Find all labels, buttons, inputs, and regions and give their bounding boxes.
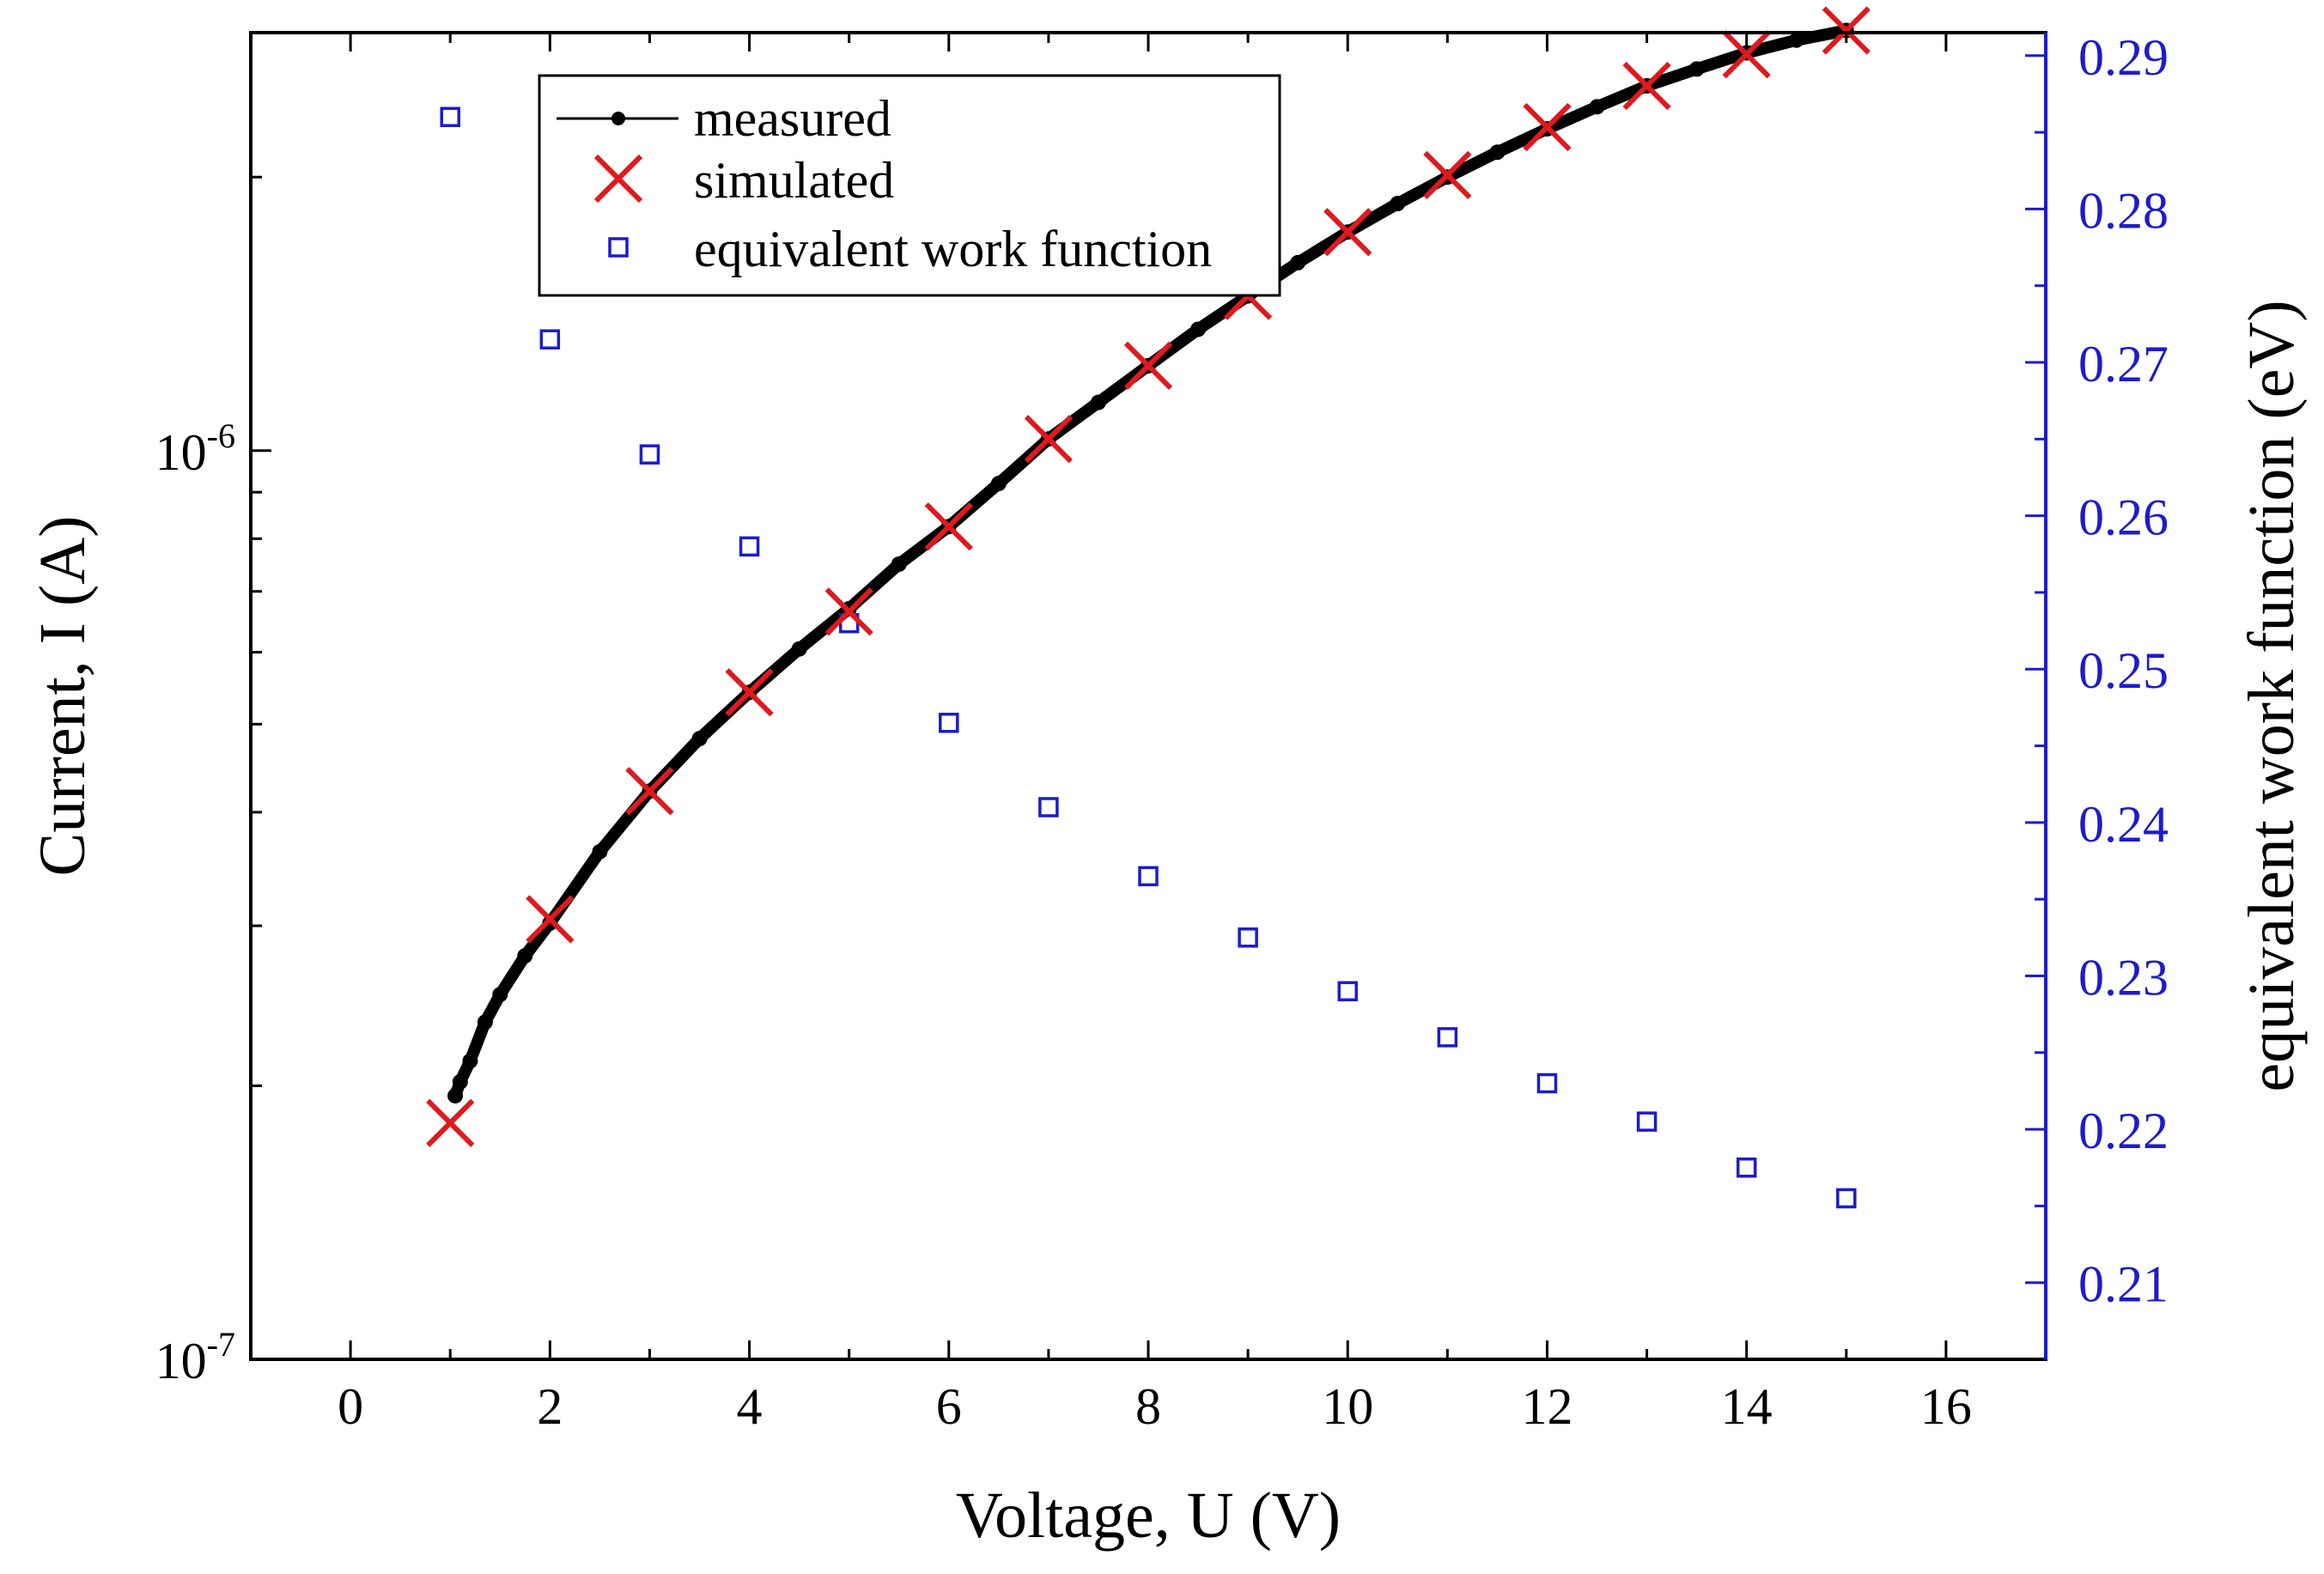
work-function-point — [1337, 981, 1358, 1002]
work-function-point — [1437, 1027, 1458, 1048]
measured-point — [1190, 321, 1207, 337]
simulated-point — [924, 502, 973, 551]
measured-point — [990, 476, 1007, 492]
work-function-point — [939, 713, 959, 733]
simulated-point — [625, 767, 674, 816]
work-function-point — [739, 536, 760, 557]
measured-point — [1688, 61, 1705, 77]
x-tick-label: 16 — [1920, 1378, 1972, 1435]
x-tick-label: 4 — [737, 1378, 763, 1435]
y-right-tick-label: 0.28 — [2078, 182, 2169, 239]
simulated-point — [725, 668, 774, 717]
x-tick-label: 6 — [936, 1378, 962, 1435]
label-layer: 0 2 4 6 8 10 12 14 1610-710-60.210.220.230.240.2… — [27, 29, 2308, 1552]
data-layer — [426, 6, 1871, 1209]
measured-point — [1290, 254, 1306, 270]
simulated-point — [526, 895, 575, 944]
y-left-tick-label: 10-7 — [155, 1325, 235, 1389]
work-function-point — [539, 329, 561, 349]
work-function-point — [639, 444, 660, 465]
measured-point — [592, 843, 608, 860]
simulated-point — [1622, 61, 1671, 111]
legend-measured-dot — [611, 112, 625, 125]
simulated-point — [824, 587, 873, 636]
legend-box — [538, 74, 1281, 297]
work-function-point — [440, 106, 460, 127]
work-function-point — [1138, 866, 1159, 887]
y-left-tick-label: 10-6 — [155, 416, 235, 481]
simulated-point — [1722, 30, 1771, 79]
work-function-point — [1736, 1157, 1757, 1178]
y-right-tick-label: 0.23 — [2078, 949, 2169, 1006]
x-tick-label: 10 — [1322, 1378, 1373, 1435]
x-tick-label: 8 — [1135, 1378, 1161, 1435]
measured-point — [477, 1014, 493, 1030]
measured-point — [891, 556, 907, 572]
legend-label-work-function: equivalent work function — [694, 221, 1212, 277]
y-right-tick-label: 0.27 — [2078, 336, 2169, 392]
y-right-tick-label: 0.24 — [2078, 796, 2169, 853]
y-left-tick-base: 10 — [155, 1333, 207, 1389]
y-right-axis-title: equivalent work function (eV) — [2236, 300, 2308, 1091]
legend-label-simulated: simulated — [694, 152, 894, 209]
work-function-point — [1536, 1073, 1558, 1094]
simulated-point — [1323, 208, 1372, 257]
measured-point — [691, 731, 708, 747]
y-right-tick-label: 0.26 — [2078, 489, 2169, 546]
y-left-tick-base: 10 — [155, 424, 207, 481]
work-function-point — [1038, 797, 1059, 817]
legend-label-measured: measured — [694, 90, 891, 147]
y-right-tick-label: 0.22 — [2078, 1103, 2169, 1159]
y-right-tick-label: 0.25 — [2078, 642, 2169, 699]
measured-point — [517, 948, 533, 964]
work-function-point — [1636, 1111, 1658, 1132]
simulated-point — [426, 1098, 475, 1147]
y-right-tick-label: 0.21 — [2078, 1256, 2169, 1313]
measured-point — [542, 915, 558, 932]
measured-point — [492, 987, 508, 1003]
simulated-point — [1123, 341, 1173, 391]
x-axis-title: Voltage, U (V) — [956, 1480, 1341, 1552]
legend-work-function-marker — [608, 237, 629, 258]
measured-point — [452, 1073, 468, 1090]
measured-point — [1788, 32, 1804, 48]
measured-point — [1489, 144, 1506, 161]
y-left-axis-title: Current, I (A) — [27, 516, 99, 877]
work-function-point — [1836, 1188, 1857, 1209]
measured-point — [1090, 394, 1106, 410]
simulated-point — [1024, 415, 1074, 464]
measured-point — [1589, 99, 1605, 115]
x-tick-label: 0 — [338, 1378, 363, 1435]
simulated-point — [1523, 102, 1572, 152]
x-tick-label: 14 — [1721, 1378, 1773, 1435]
y-left-tick-exponent: -6 — [207, 416, 235, 455]
measured-point — [447, 1088, 464, 1104]
simulated-point — [1822, 6, 1871, 55]
simulated-point — [1423, 150, 1472, 200]
measured-point — [462, 1053, 478, 1069]
x-tick-label: 12 — [1521, 1378, 1573, 1435]
y-right-tick-label: 0.29 — [2078, 29, 2169, 86]
measured-point — [1390, 196, 1406, 212]
work-function-point — [1238, 927, 1258, 948]
measured-point — [791, 641, 807, 657]
legend-simulated-marker — [593, 154, 643, 204]
x-tick-label: 2 — [537, 1378, 563, 1435]
y-left-tick-exponent: -7 — [207, 1325, 235, 1364]
